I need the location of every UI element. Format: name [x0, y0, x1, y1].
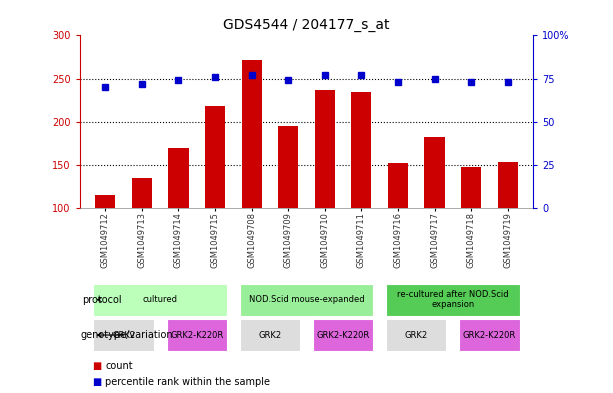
Text: GRK2-K220R: GRK2-K220R [316, 331, 370, 340]
Bar [93, 319, 154, 351]
Text: cultured: cultured [143, 295, 178, 304]
Bar [93, 284, 227, 316]
Bar [351, 92, 371, 208]
Bar [461, 167, 481, 208]
Bar [240, 319, 300, 351]
Bar [205, 106, 225, 208]
Bar [314, 90, 335, 208]
Bar [95, 195, 115, 208]
Text: GRK2: GRK2 [112, 331, 135, 340]
Text: GRK2: GRK2 [405, 331, 428, 340]
Text: ■: ■ [92, 377, 101, 387]
Text: count: count [105, 361, 133, 371]
Text: re-cultured after NOD.Scid
expansion: re-cultured after NOD.Scid expansion [397, 290, 509, 309]
Bar [169, 148, 189, 208]
Bar [240, 284, 373, 316]
Bar [386, 284, 520, 316]
Text: genotype/variation: genotype/variation [80, 330, 173, 340]
Bar [424, 136, 444, 208]
Bar [242, 60, 262, 208]
Text: NOD.Scid mouse-expanded: NOD.Scid mouse-expanded [249, 295, 364, 304]
Bar [459, 319, 520, 351]
Text: ■: ■ [92, 361, 101, 371]
Text: percentile rank within the sample: percentile rank within the sample [105, 377, 270, 387]
Bar [278, 126, 299, 208]
Text: protocol: protocol [83, 295, 122, 305]
Bar [388, 163, 408, 208]
Bar [167, 319, 227, 351]
Title: GDS4544 / 204177_s_at: GDS4544 / 204177_s_at [223, 18, 390, 31]
Bar [498, 162, 518, 208]
Text: GRK2-K220R: GRK2-K220R [463, 331, 516, 340]
Text: GRK2-K220R: GRK2-K220R [170, 331, 223, 340]
Text: GRK2: GRK2 [258, 331, 281, 340]
Bar [132, 178, 152, 208]
Bar [386, 319, 446, 351]
Bar [313, 319, 373, 351]
